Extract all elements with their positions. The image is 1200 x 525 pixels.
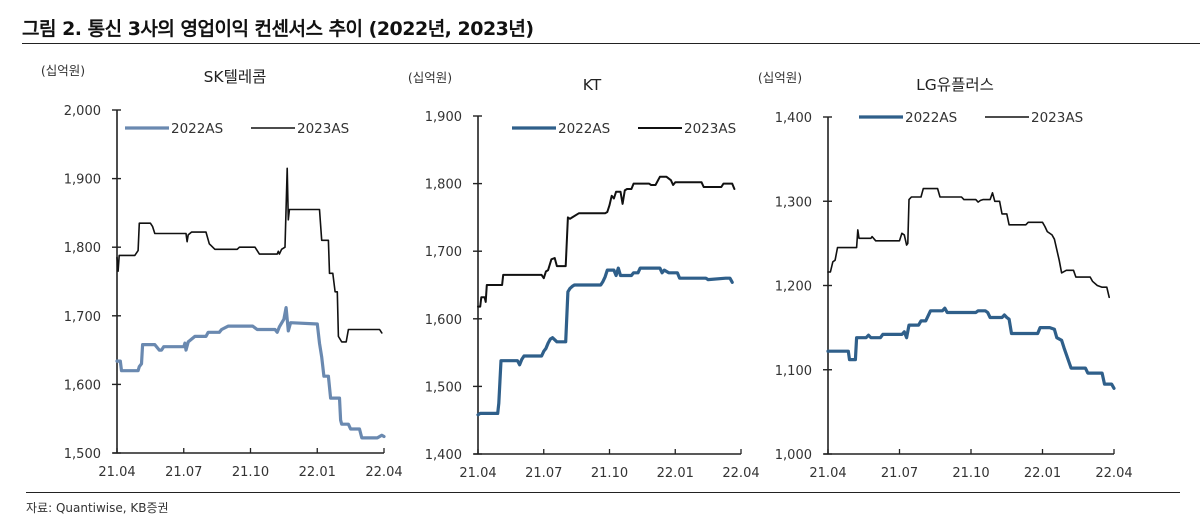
series-line-2022as [826,306,1116,390]
x-tick-label: 21.10 [591,466,628,481]
unit-label: (십억원) [408,70,452,85]
figure-title: 그림 2. 통신 3사의 영업이익 컨센서스 추이 (2022년, 2023년) [22,18,534,40]
y-tick-label: 1,700 [425,245,462,260]
y-tick-label: 1,800 [64,241,101,256]
chart-lg-uplus: (십억원) LG유플러스 1,000 1,100 1,200 1,300 1,400 21.0… [758,70,1133,481]
x-tick-label: 22.04 [365,465,402,480]
y-tick-label: 1,100 [775,364,812,379]
x-tick-label: 21.10 [952,466,989,481]
y-tick-label: 1,900 [64,173,101,188]
source-rule [26,492,1180,493]
x-tick-label: 22.01 [657,466,694,481]
y-tick-label: 1,400 [425,448,462,463]
y-tick-label: 1,900 [425,110,462,125]
y-tick-label: 1,200 [775,280,812,295]
chart-kt: (십억원) KT 1,400 1,500 1,600 1,700 1,800 1,900 21.… [408,70,760,481]
source-note: 자료: Quantiwise, KB증권 [26,501,169,515]
legend-label: 2022AS [171,121,223,137]
series-line-2023as [477,175,736,308]
title-rule [22,43,1200,44]
y-tick-label: 1,500 [425,380,462,395]
x-tick-label: 21.07 [165,465,202,480]
y-tick-label: 1,600 [64,378,101,393]
x-tick-label: 21.07 [881,466,918,481]
y-tick-label: 1,600 [425,313,462,328]
x-tick-label: 21.04 [809,466,846,481]
legend-label: 2022AS [905,110,957,126]
x-tick-label: 21.04 [459,466,496,481]
chart-sk-telecom: (십억원) SK텔레콤 1,500 1,600 1,700 1,800 1,900 2,000… [41,63,403,480]
y-tick-label: 1,700 [64,310,101,325]
series-line-2023as [827,187,1110,299]
legend-label: 2023AS [297,121,349,137]
x-tick-label: 21.10 [232,465,269,480]
legend-label: 2022AS [558,121,610,137]
unit-label: (십억원) [41,63,85,78]
y-tick-label: 1,000 [775,448,812,463]
x-tick-label: 21.07 [525,466,562,481]
chart-title: LG유플러스 [916,76,994,94]
y-tick-label: 1,500 [64,447,101,462]
x-tick-label: 22.01 [299,465,336,480]
x-tick-label: 22.04 [722,466,759,481]
y-tick-label: 2,000 [64,104,101,119]
y-tick-label: 1,400 [775,111,812,126]
unit-label: (십억원) [758,70,802,85]
legend-label: 2023AS [684,121,736,137]
series-line-2022as [115,306,386,440]
x-tick-label: 22.04 [1095,466,1132,481]
x-tick-label: 21.04 [98,465,135,480]
y-tick-label: 1,800 [425,178,462,193]
series-line-2023as [116,167,383,343]
x-tick-label: 22.01 [1024,466,1061,481]
chart-title: SK텔레콤 [204,68,267,86]
chart-title: KT [583,76,602,94]
legend-label: 2023AS [1031,110,1083,126]
y-tick-label: 1,300 [775,195,812,210]
series-line-2022as [476,266,734,417]
